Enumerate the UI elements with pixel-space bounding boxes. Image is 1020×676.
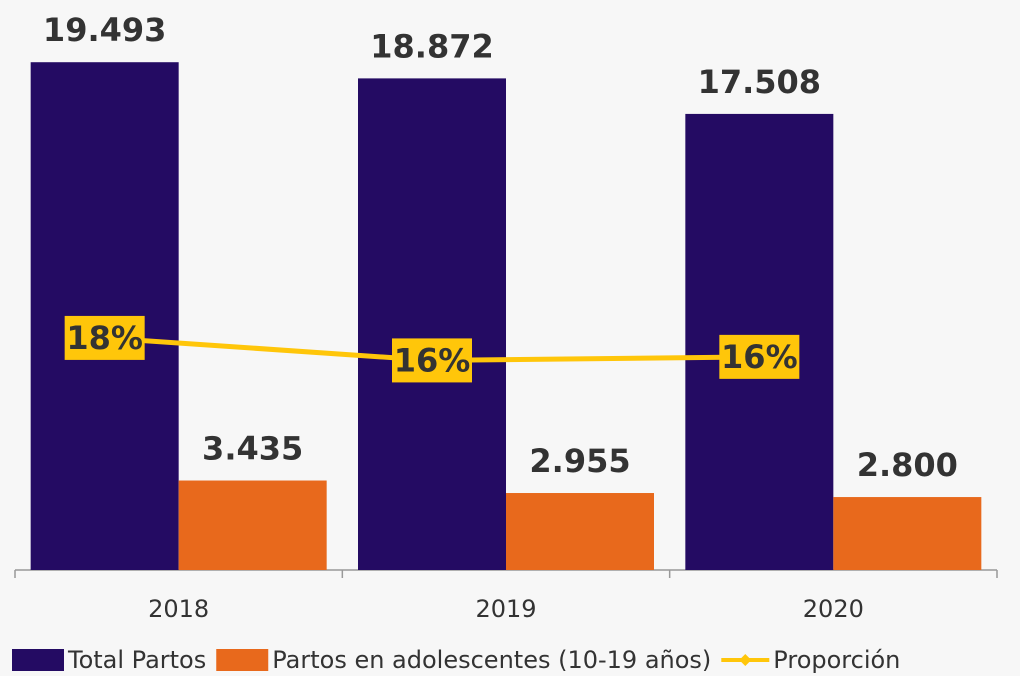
data-label: 3.435 — [202, 430, 303, 468]
x-tick-label: 2019 — [475, 595, 536, 623]
data-label: 19.493 — [43, 11, 166, 49]
data-label: 16% — [394, 341, 471, 379]
legend-label: Total Partos — [67, 646, 206, 674]
bar — [833, 497, 982, 570]
x-tick-label: 2018 — [148, 595, 209, 623]
legend-label: Proporción — [773, 646, 900, 674]
bar — [178, 480, 327, 570]
data-label: 2.955 — [529, 442, 630, 480]
label-box — [64, 315, 145, 360]
legend-marker — [739, 654, 752, 666]
legend-label: Partos en adolescentes (10-19 años) — [272, 646, 711, 674]
bar — [358, 78, 506, 570]
data-label: 18.872 — [370, 27, 493, 65]
label-box — [392, 338, 472, 383]
data-label: 2.800 — [857, 446, 958, 484]
legend-swatch — [216, 649, 269, 671]
bar — [506, 493, 654, 570]
data-label: 16% — [721, 338, 798, 376]
data-label: 18% — [66, 319, 143, 357]
legend-swatch — [12, 649, 64, 671]
label-box — [719, 334, 800, 379]
x-tick-label: 2020 — [803, 595, 864, 623]
data-label: 17.508 — [698, 63, 821, 101]
